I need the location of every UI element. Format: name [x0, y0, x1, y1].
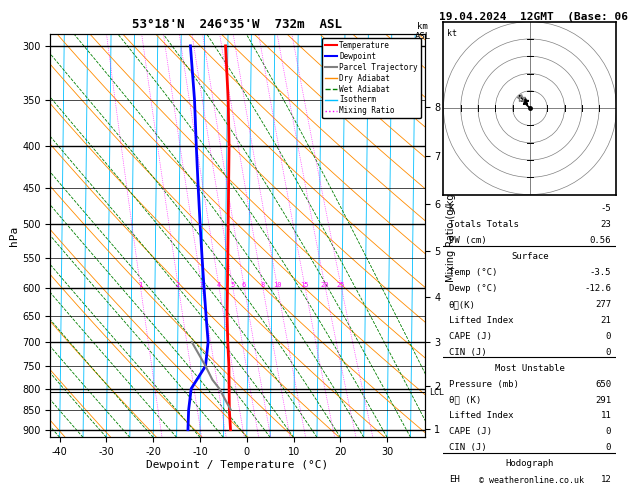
Text: CIN (J): CIN (J): [448, 348, 486, 357]
Text: Totals Totals: Totals Totals: [448, 220, 518, 229]
Text: 1: 1: [138, 282, 142, 288]
Text: Temp (°C): Temp (°C): [448, 268, 497, 277]
Text: kt: kt: [447, 29, 457, 37]
X-axis label: Dewpoint / Temperature (°C): Dewpoint / Temperature (°C): [147, 460, 328, 470]
Y-axis label: hPa: hPa: [9, 226, 19, 246]
Legend: Temperature, Dewpoint, Parcel Trajectory, Dry Adiabat, Wet Adiabat, Isotherm, Mi: Temperature, Dewpoint, Parcel Trajectory…: [322, 38, 421, 119]
Text: θᴄ(K): θᴄ(K): [448, 300, 476, 309]
Text: 2: 2: [176, 282, 181, 288]
Text: PW (cm): PW (cm): [448, 236, 486, 245]
Text: km
ASL: km ASL: [415, 22, 431, 41]
Text: CAPE (J): CAPE (J): [448, 427, 492, 436]
Text: 650: 650: [595, 380, 611, 389]
Text: 0.56: 0.56: [590, 236, 611, 245]
Text: 21: 21: [601, 316, 611, 325]
Text: 4: 4: [216, 282, 221, 288]
Text: EH: EH: [448, 475, 459, 484]
Text: 15: 15: [301, 282, 309, 288]
Text: 8: 8: [260, 282, 265, 288]
Text: Most Unstable: Most Unstable: [495, 364, 565, 373]
Text: -5: -5: [601, 205, 611, 213]
Text: -12.6: -12.6: [584, 284, 611, 293]
Title: 53°18'N  246°35'W  732m  ASL: 53°18'N 246°35'W 732m ASL: [133, 18, 342, 32]
Text: 11: 11: [601, 412, 611, 420]
Text: Pressure (mb): Pressure (mb): [448, 380, 518, 389]
Text: K: K: [448, 205, 454, 213]
Text: 25: 25: [337, 282, 345, 288]
Text: 0: 0: [606, 348, 611, 357]
Text: -3.5: -3.5: [590, 268, 611, 277]
Text: LCL: LCL: [429, 387, 443, 397]
Text: 0: 0: [606, 427, 611, 436]
Text: 0: 0: [606, 443, 611, 452]
Text: 12: 12: [601, 475, 611, 484]
Text: Hodograph: Hodograph: [506, 459, 554, 468]
Text: 10: 10: [273, 282, 281, 288]
Text: 6: 6: [242, 282, 246, 288]
Text: CAPE (J): CAPE (J): [448, 332, 492, 341]
Text: 291: 291: [595, 396, 611, 404]
Text: 0: 0: [606, 332, 611, 341]
Text: 5: 5: [230, 282, 235, 288]
Text: 20: 20: [321, 282, 329, 288]
Text: Surface: Surface: [511, 252, 548, 261]
Text: θᴄ (K): θᴄ (K): [448, 396, 481, 404]
Text: 3: 3: [199, 282, 204, 288]
Text: 23: 23: [601, 220, 611, 229]
Text: 19.04.2024  12GMT  (Base: 06): 19.04.2024 12GMT (Base: 06): [439, 12, 629, 22]
Text: 277: 277: [595, 300, 611, 309]
Text: Dewp (°C): Dewp (°C): [448, 284, 497, 293]
Text: Lifted Index: Lifted Index: [448, 316, 513, 325]
Text: CIN (J): CIN (J): [448, 443, 486, 452]
Text: © weatheronline.co.uk: © weatheronline.co.uk: [479, 475, 584, 485]
Y-axis label: Mixing Ratio (g/kg): Mixing Ratio (g/kg): [446, 190, 456, 282]
Text: Lifted Index: Lifted Index: [448, 412, 513, 420]
